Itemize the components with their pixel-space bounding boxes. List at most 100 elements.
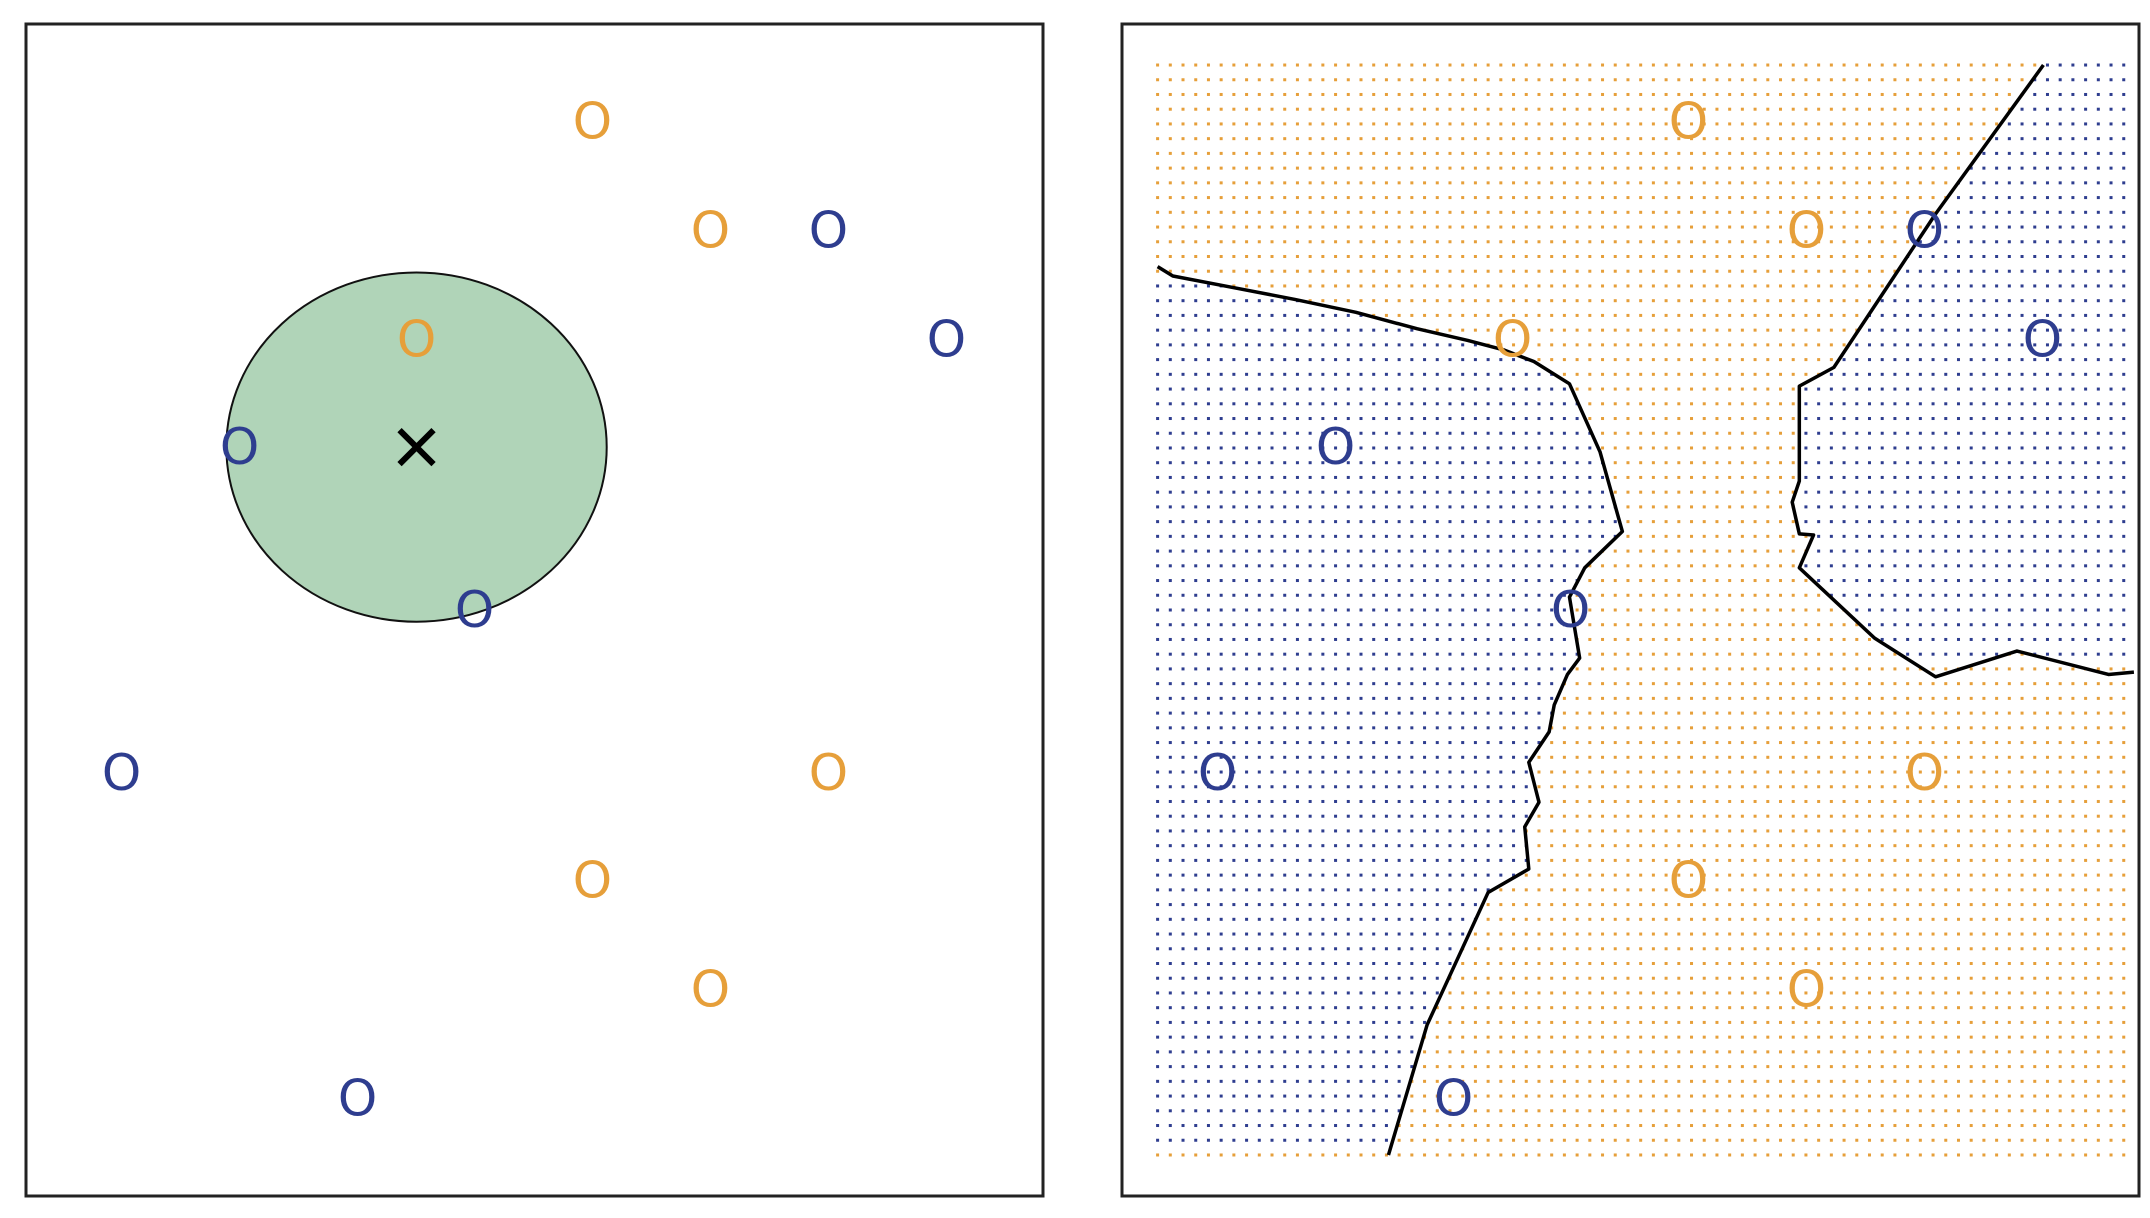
grid-dot-orange <box>1779 549 1783 553</box>
grid-dot-blue <box>1334 696 1338 700</box>
grid-dot-blue <box>1206 962 1210 966</box>
grid-dot-orange <box>1791 564 1795 568</box>
grid-dot-blue <box>1346 696 1350 700</box>
grid-dot-orange <box>2071 976 2075 980</box>
grid-dot-blue <box>1257 534 1261 538</box>
grid-dot-orange <box>1499 284 1503 288</box>
grid-dot-orange <box>1232 122 1236 126</box>
left-orange-point-5: O <box>573 852 612 910</box>
grid-dot-orange <box>1715 196 1719 200</box>
grid-dot-blue <box>1206 505 1210 509</box>
grid-dot-blue <box>1232 579 1236 583</box>
grid-dot-blue <box>1384 947 1388 951</box>
grid-dot-orange <box>1626 608 1630 612</box>
grid-dot-blue <box>1194 770 1198 774</box>
grid-dot-blue <box>1537 417 1541 421</box>
grid-dot-orange <box>1156 78 1160 82</box>
grid-dot-orange <box>1779 564 1783 568</box>
grid-dot-orange <box>1690 947 1694 951</box>
grid-dot-orange <box>1753 196 1757 200</box>
grid-dot-blue <box>1334 505 1338 509</box>
grid-dot-blue <box>1410 770 1414 774</box>
grid-dot-orange <box>1969 962 1973 966</box>
grid-dot-orange <box>2122 932 2126 936</box>
grid-dot-orange <box>1562 858 1566 862</box>
grid-dot-orange <box>1270 78 1274 82</box>
grid-dot-orange <box>1893 991 1897 995</box>
grid-dot-blue <box>1906 372 1910 376</box>
grid-dot-orange <box>1893 196 1897 200</box>
grid-dot-orange <box>1944 932 1948 936</box>
grid-dot-blue <box>2071 446 2075 450</box>
grid-dot-orange <box>1639 608 1643 612</box>
grid-dot-blue <box>1283 637 1287 641</box>
grid-dot-orange <box>1715 947 1719 951</box>
grid-dot-orange <box>1715 755 1719 759</box>
grid-dot-orange <box>1575 814 1579 818</box>
grid-dot-blue <box>1397 446 1401 450</box>
grid-dot-orange <box>1753 976 1757 980</box>
grid-dot-blue <box>1321 564 1325 568</box>
grid-dot-blue <box>1969 593 1973 597</box>
grid-dot-blue <box>1931 402 1935 406</box>
grid-dot-blue <box>1257 387 1261 391</box>
grid-dot-blue <box>1168 829 1172 833</box>
grid-dot-orange <box>1321 78 1325 82</box>
grid-dot-orange <box>1766 122 1770 126</box>
grid-dot-orange <box>1766 166 1770 170</box>
grid-dot-blue <box>1473 593 1477 597</box>
grid-dot-orange <box>1410 78 1414 82</box>
grid-dot-orange <box>1168 63 1172 67</box>
grid-dot-orange <box>1791 932 1795 936</box>
grid-dot-orange <box>1524 225 1528 229</box>
grid-dot-blue <box>1156 387 1160 391</box>
grid-dot-orange <box>1766 947 1770 951</box>
grid-dot-orange <box>2058 888 2062 892</box>
grid-dot-orange <box>1817 755 1821 759</box>
grid-dot-orange <box>1842 328 1846 332</box>
grid-dot-orange <box>1893 696 1897 700</box>
grid-dot-orange <box>1664 446 1668 450</box>
grid-dot-blue <box>1982 652 1986 656</box>
grid-dot-blue <box>1168 372 1172 376</box>
grid-dot-blue <box>1219 417 1223 421</box>
grid-dot-blue <box>2109 343 2113 347</box>
grid-dot-blue <box>1245 417 1249 421</box>
grid-dot-blue <box>1410 475 1414 479</box>
grid-dot-blue <box>1206 564 1210 568</box>
grid-dot-orange <box>1931 829 1935 833</box>
grid-dot-orange <box>1690 593 1694 597</box>
grid-dot-orange <box>1867 799 1871 803</box>
grid-dot-blue <box>1410 858 1414 862</box>
grid-dot-orange <box>1448 299 1452 303</box>
grid-dot-blue <box>2122 446 2126 450</box>
grid-dot-orange <box>1855 932 1859 936</box>
grid-dot-blue <box>1461 593 1465 597</box>
grid-dot-blue <box>1512 741 1516 745</box>
grid-dot-blue <box>1168 888 1172 892</box>
grid-dot-orange <box>1740 888 1744 892</box>
grid-dot-orange <box>1562 358 1566 362</box>
grid-dot-blue <box>1321 520 1325 524</box>
grid-dot-blue <box>1918 446 1922 450</box>
grid-dot-orange <box>2058 755 2062 759</box>
grid-dot-orange <box>1651 196 1655 200</box>
grid-dot-orange <box>1423 210 1427 214</box>
grid-dot-blue <box>1855 520 1859 524</box>
grid-dot-blue <box>1206 343 1210 347</box>
grid-dot-blue <box>2109 137 2113 141</box>
grid-dot-orange <box>1626 520 1630 524</box>
grid-dot-orange <box>1956 814 1960 818</box>
grid-dot-orange <box>1334 210 1338 214</box>
grid-dot-orange <box>1690 299 1694 303</box>
grid-dot-blue <box>1524 593 1528 597</box>
grid-dot-orange <box>1677 343 1681 347</box>
grid-dot-blue <box>1448 917 1452 921</box>
grid-dot-blue <box>2045 534 2049 538</box>
grid-dot-blue <box>1219 299 1223 303</box>
grid-dot-orange <box>1880 652 1884 656</box>
grid-dot-orange <box>1308 269 1312 273</box>
grid-dot-blue <box>2071 461 2075 465</box>
grid-dot-orange <box>1156 210 1160 214</box>
grid-dot-blue <box>1855 417 1859 421</box>
